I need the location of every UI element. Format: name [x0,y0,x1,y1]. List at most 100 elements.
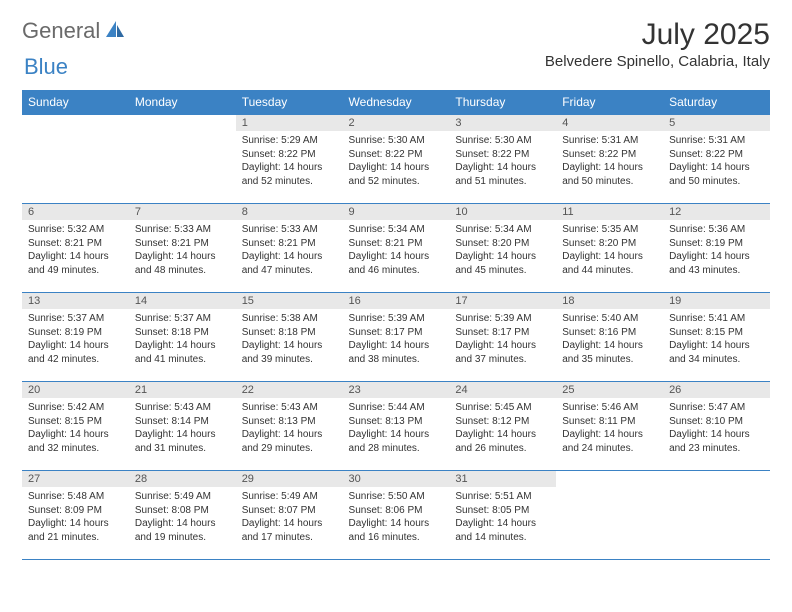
location: Belvedere Spinello, Calabria, Italy [545,53,770,70]
calendar-cell: 24Sunrise: 5:45 AMSunset: 8:12 PMDayligh… [449,382,556,471]
day-number: 9 [343,204,450,220]
calendar-cell: 27Sunrise: 5:48 AMSunset: 8:09 PMDayligh… [22,471,129,560]
day-number: 22 [236,382,343,398]
calendar-cell: .. [556,471,663,560]
calendar-week: ....1Sunrise: 5:29 AMSunset: 8:22 PMDayl… [22,115,770,204]
calendar-week: 6Sunrise: 5:32 AMSunset: 8:21 PMDaylight… [22,204,770,293]
calendar-cell: 18Sunrise: 5:40 AMSunset: 8:16 PMDayligh… [556,293,663,382]
day-details: Sunrise: 5:34 AMSunset: 8:20 PMDaylight:… [449,220,556,281]
calendar-cell: 14Sunrise: 5:37 AMSunset: 8:18 PMDayligh… [129,293,236,382]
calendar-cell: 31Sunrise: 5:51 AMSunset: 8:05 PMDayligh… [449,471,556,560]
day-header: Tuesday [236,90,343,115]
day-number: 11 [556,204,663,220]
day-number: 19 [663,293,770,309]
day-details: Sunrise: 5:46 AMSunset: 8:11 PMDaylight:… [556,398,663,459]
day-details: Sunrise: 5:34 AMSunset: 8:21 PMDaylight:… [343,220,450,281]
calendar-head: SundayMondayTuesdayWednesdayThursdayFrid… [22,90,770,115]
day-number: 10 [449,204,556,220]
day-number: 16 [343,293,450,309]
calendar-week: 27Sunrise: 5:48 AMSunset: 8:09 PMDayligh… [22,471,770,560]
calendar-table: SundayMondayTuesdayWednesdayThursdayFrid… [22,90,770,560]
calendar-cell: 5Sunrise: 5:31 AMSunset: 8:22 PMDaylight… [663,115,770,204]
day-number: 23 [343,382,450,398]
calendar-cell: 3Sunrise: 5:30 AMSunset: 8:22 PMDaylight… [449,115,556,204]
calendar-cell: 10Sunrise: 5:34 AMSunset: 8:20 PMDayligh… [449,204,556,293]
day-details: Sunrise: 5:39 AMSunset: 8:17 PMDaylight:… [449,309,556,370]
calendar-cell: 25Sunrise: 5:46 AMSunset: 8:11 PMDayligh… [556,382,663,471]
day-number: 6 [22,204,129,220]
calendar-cell: 19Sunrise: 5:41 AMSunset: 8:15 PMDayligh… [663,293,770,382]
day-details: Sunrise: 5:35 AMSunset: 8:20 PMDaylight:… [556,220,663,281]
calendar-body: ....1Sunrise: 5:29 AMSunset: 8:22 PMDayl… [22,115,770,560]
day-header: Sunday [22,90,129,115]
calendar-cell: .. [663,471,770,560]
calendar-cell: 20Sunrise: 5:42 AMSunset: 8:15 PMDayligh… [22,382,129,471]
day-details: Sunrise: 5:44 AMSunset: 8:13 PMDaylight:… [343,398,450,459]
day-details: Sunrise: 5:29 AMSunset: 8:22 PMDaylight:… [236,131,343,192]
title-block: July 2025 Belvedere Spinello, Calabria, … [545,18,770,70]
calendar-cell: 8Sunrise: 5:33 AMSunset: 8:21 PMDaylight… [236,204,343,293]
day-details: Sunrise: 5:32 AMSunset: 8:21 PMDaylight:… [22,220,129,281]
day-details: Sunrise: 5:41 AMSunset: 8:15 PMDaylight:… [663,309,770,370]
day-number: 17 [449,293,556,309]
calendar-cell: 7Sunrise: 5:33 AMSunset: 8:21 PMDaylight… [129,204,236,293]
day-number: 15 [236,293,343,309]
day-details: Sunrise: 5:30 AMSunset: 8:22 PMDaylight:… [343,131,450,192]
day-number: 12 [663,204,770,220]
calendar-cell: 16Sunrise: 5:39 AMSunset: 8:17 PMDayligh… [343,293,450,382]
day-header: Saturday [663,90,770,115]
calendar-cell: 26Sunrise: 5:47 AMSunset: 8:10 PMDayligh… [663,382,770,471]
day-number: 29 [236,471,343,487]
day-header: Friday [556,90,663,115]
sail-icon [104,19,126,44]
day-number: 30 [343,471,450,487]
calendar-cell: 28Sunrise: 5:49 AMSunset: 8:08 PMDayligh… [129,471,236,560]
brand-word1: General [22,18,100,44]
day-number: 25 [556,382,663,398]
day-header: Wednesday [343,90,450,115]
brand-logo: General [22,18,128,44]
day-number: 27 [22,471,129,487]
calendar-cell: 2Sunrise: 5:30 AMSunset: 8:22 PMDaylight… [343,115,450,204]
day-details: Sunrise: 5:33 AMSunset: 8:21 PMDaylight:… [236,220,343,281]
day-number: 8 [236,204,343,220]
day-details: Sunrise: 5:37 AMSunset: 8:19 PMDaylight:… [22,309,129,370]
day-number: 1 [236,115,343,131]
calendar-cell: 9Sunrise: 5:34 AMSunset: 8:21 PMDaylight… [343,204,450,293]
day-details: Sunrise: 5:36 AMSunset: 8:19 PMDaylight:… [663,220,770,281]
calendar-week: 20Sunrise: 5:42 AMSunset: 8:15 PMDayligh… [22,382,770,471]
calendar-cell: 21Sunrise: 5:43 AMSunset: 8:14 PMDayligh… [129,382,236,471]
day-details: Sunrise: 5:50 AMSunset: 8:06 PMDaylight:… [343,487,450,548]
calendar-cell: .. [22,115,129,204]
day-number: 13 [22,293,129,309]
day-details: Sunrise: 5:39 AMSunset: 8:17 PMDaylight:… [343,309,450,370]
calendar-cell: 23Sunrise: 5:44 AMSunset: 8:13 PMDayligh… [343,382,450,471]
calendar-page: General July 2025 Belvedere Spinello, Ca… [0,0,792,578]
calendar-cell: 12Sunrise: 5:36 AMSunset: 8:19 PMDayligh… [663,204,770,293]
day-details: Sunrise: 5:45 AMSunset: 8:12 PMDaylight:… [449,398,556,459]
day-details: Sunrise: 5:49 AMSunset: 8:08 PMDaylight:… [129,487,236,548]
day-details: Sunrise: 5:49 AMSunset: 8:07 PMDaylight:… [236,487,343,548]
day-number: 31 [449,471,556,487]
day-header: Thursday [449,90,556,115]
day-number: 28 [129,471,236,487]
day-number: 7 [129,204,236,220]
day-details: Sunrise: 5:33 AMSunset: 8:21 PMDaylight:… [129,220,236,281]
month-title: July 2025 [545,18,770,51]
day-number: 2 [343,115,450,131]
calendar-cell: 13Sunrise: 5:37 AMSunset: 8:19 PMDayligh… [22,293,129,382]
brand-word2: Blue [24,54,68,79]
calendar-cell: .. [129,115,236,204]
day-number: 14 [129,293,236,309]
day-header: Monday [129,90,236,115]
calendar-week: 13Sunrise: 5:37 AMSunset: 8:19 PMDayligh… [22,293,770,382]
day-details: Sunrise: 5:37 AMSunset: 8:18 PMDaylight:… [129,309,236,370]
day-details: Sunrise: 5:48 AMSunset: 8:09 PMDaylight:… [22,487,129,548]
day-details: Sunrise: 5:47 AMSunset: 8:10 PMDaylight:… [663,398,770,459]
calendar-cell: 4Sunrise: 5:31 AMSunset: 8:22 PMDaylight… [556,115,663,204]
day-details: Sunrise: 5:43 AMSunset: 8:14 PMDaylight:… [129,398,236,459]
day-details: Sunrise: 5:40 AMSunset: 8:16 PMDaylight:… [556,309,663,370]
day-number: 26 [663,382,770,398]
calendar-cell: 6Sunrise: 5:32 AMSunset: 8:21 PMDaylight… [22,204,129,293]
calendar-cell: 11Sunrise: 5:35 AMSunset: 8:20 PMDayligh… [556,204,663,293]
